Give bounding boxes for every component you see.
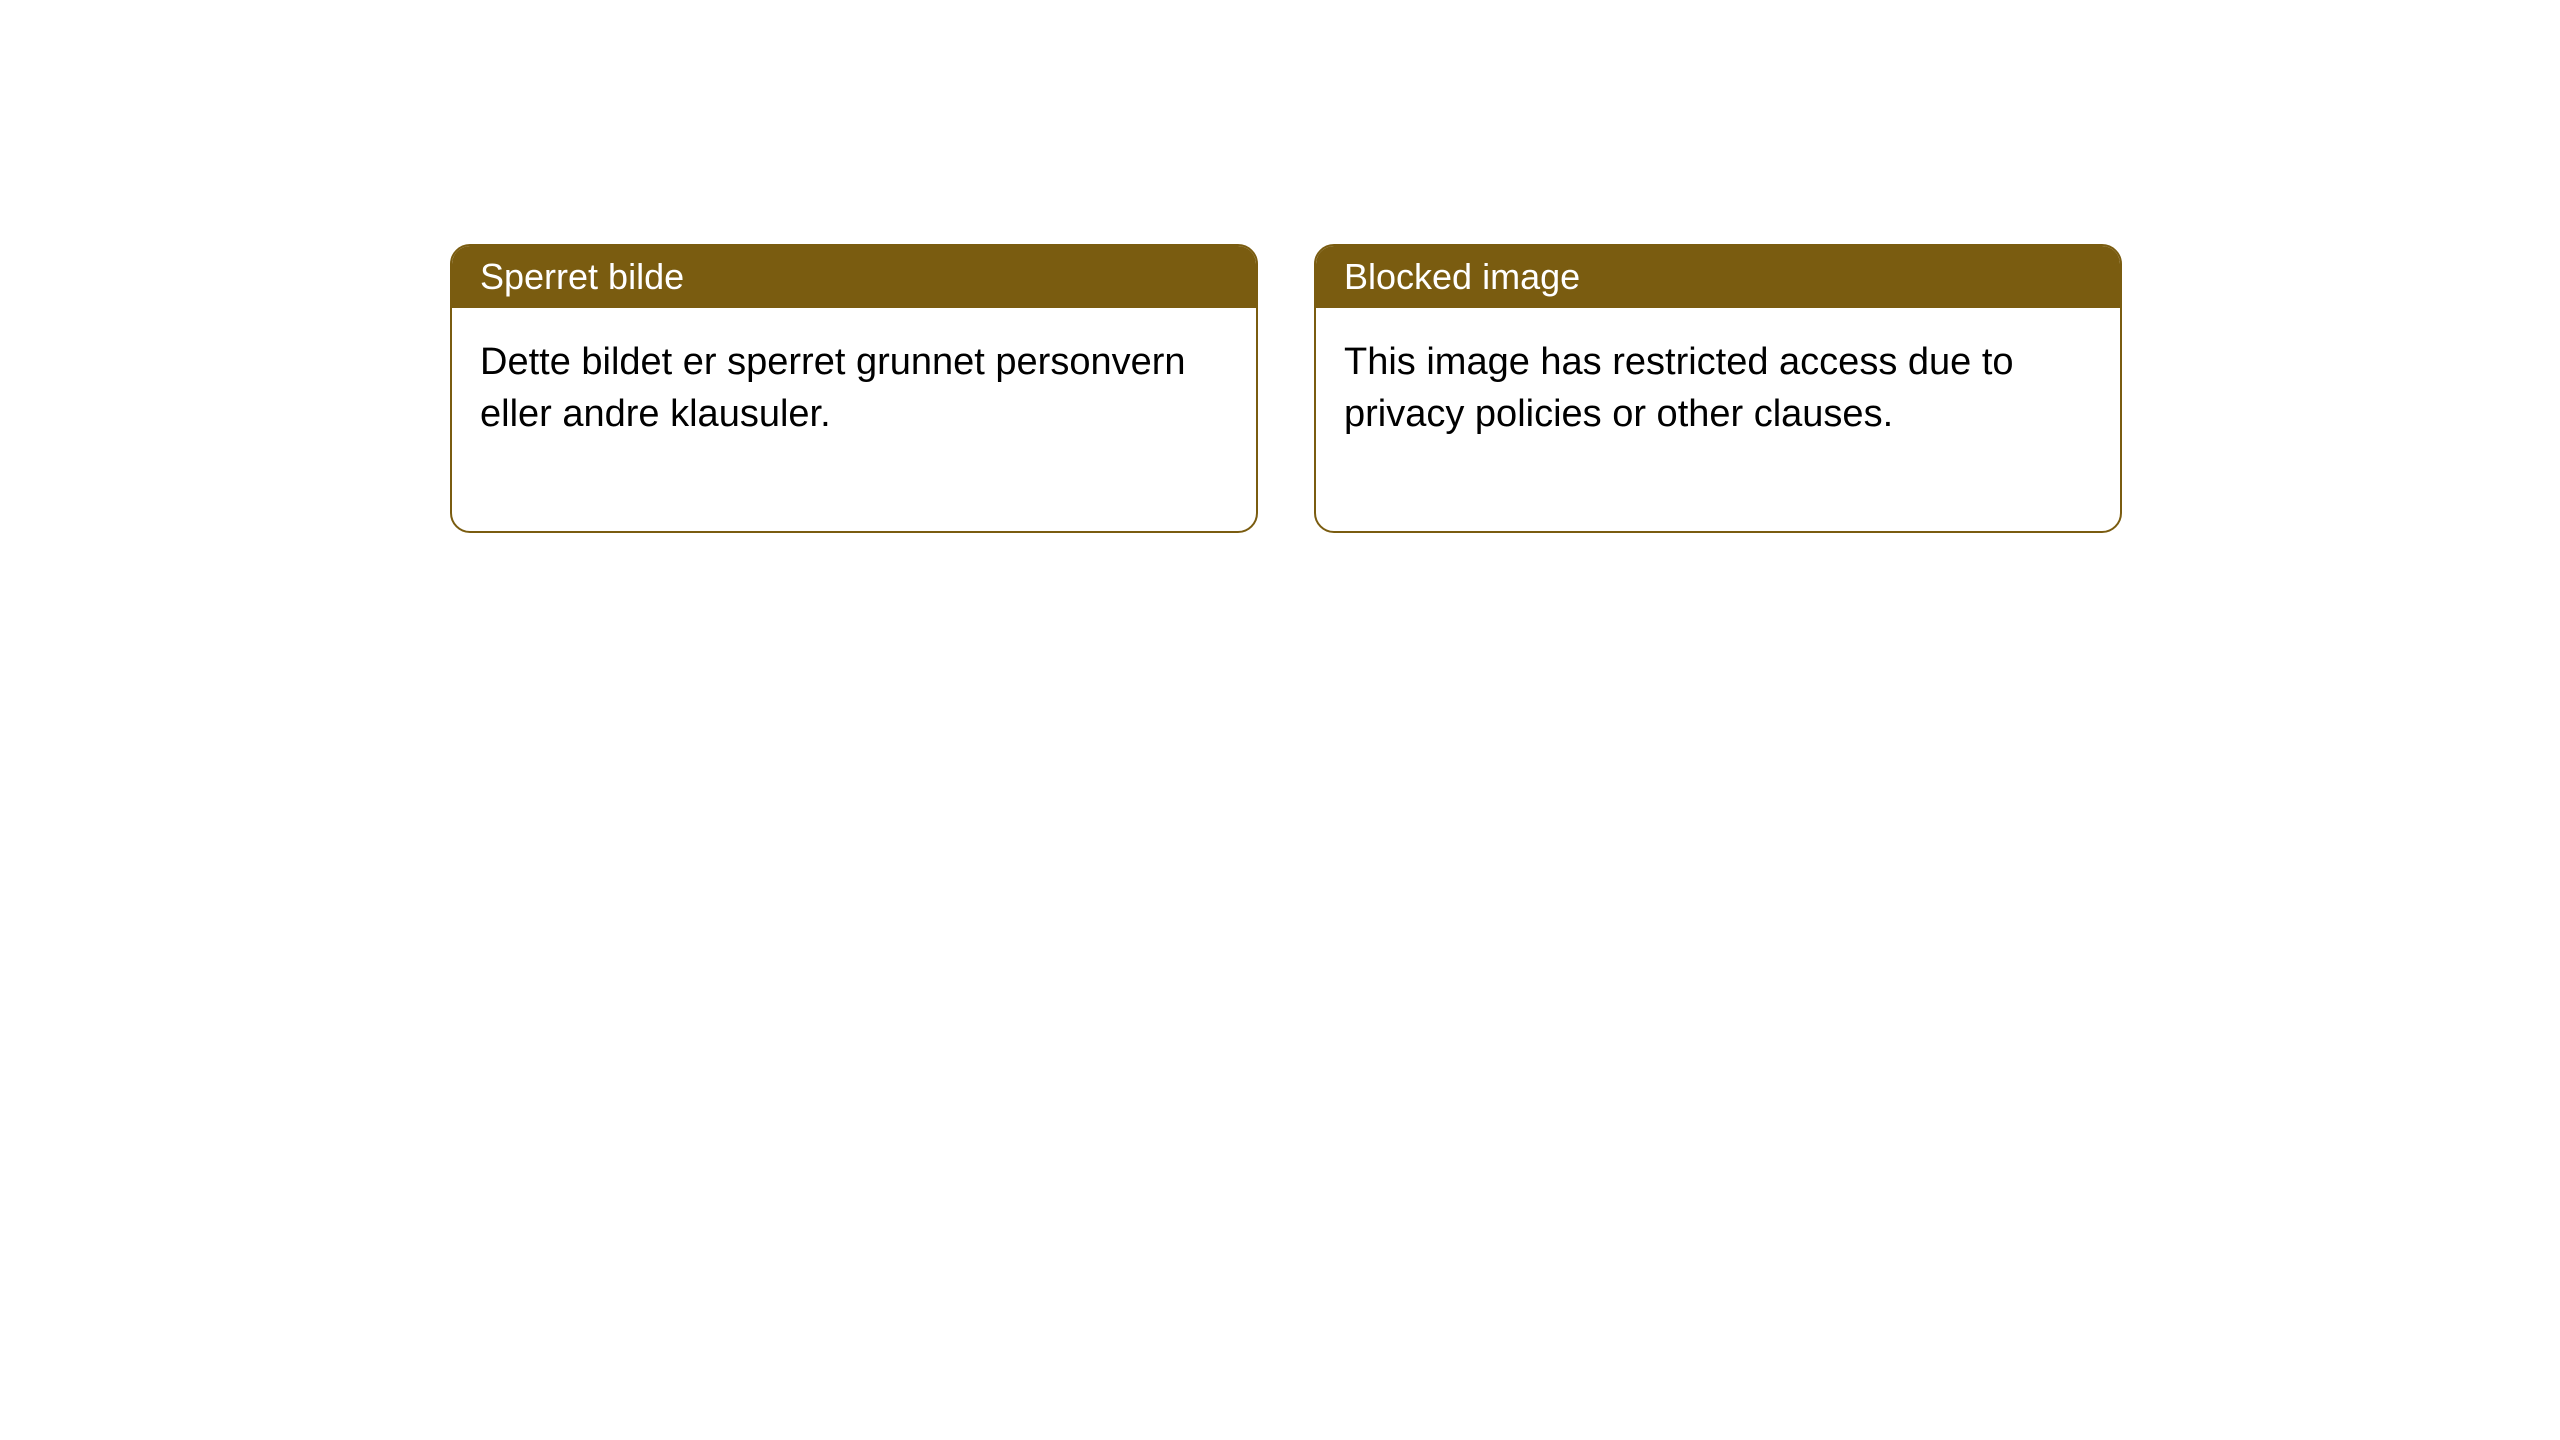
notice-body: Dette bildet er sperret grunnet personve… <box>452 308 1256 531</box>
notice-header: Sperret bilde <box>452 246 1256 308</box>
notice-body: This image has restricted access due to … <box>1316 308 2120 531</box>
notice-container: Sperret bilde Dette bildet er sperret gr… <box>450 244 2122 533</box>
notice-card-english: Blocked image This image has restricted … <box>1314 244 2122 533</box>
notice-header: Blocked image <box>1316 246 2120 308</box>
notice-card-norwegian: Sperret bilde Dette bildet er sperret gr… <box>450 244 1258 533</box>
